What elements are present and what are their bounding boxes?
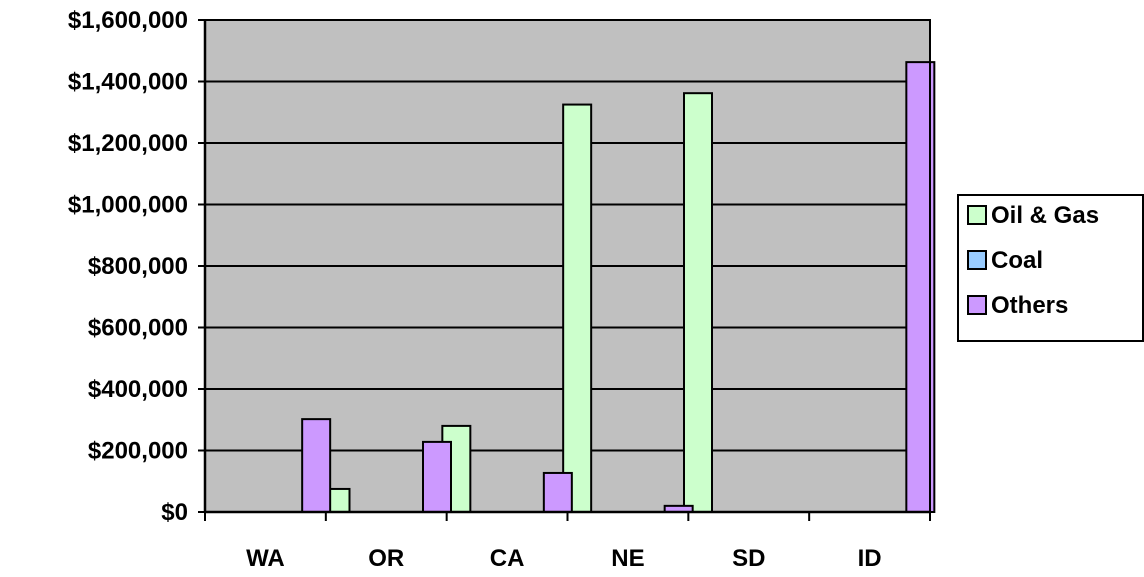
y-tick-label: $0 [161,499,188,526]
bars [301,61,936,514]
x-tick-label: NE [611,545,644,572]
legend-label: Oil & Gas [991,202,1099,229]
legend: Oil & Gas Coal Others [957,194,1144,342]
legend-swatch [967,205,987,225]
y-tick-labels: $0 $200,000 $400,000 $600,000 $800,000 $1,000… [68,7,188,526]
y-tick-label: $1,600,000 [68,7,188,34]
bar-others-wa [301,418,332,514]
bar-others-ca [542,471,573,514]
legend-label: Coal [991,247,1043,274]
x-tick-label: OR [368,545,404,572]
y-tick-label: $800,000 [88,253,188,280]
axes [198,19,931,521]
legend-swatch [967,295,987,315]
x-tick-label: WA [246,545,285,572]
x-tick-label: SD [732,545,765,572]
x-tick-label: ID [858,545,882,572]
legend-swatch [967,250,987,270]
y-tick-label: $200,000 [88,438,188,465]
legend-box [957,194,1144,342]
bar-others-or [422,440,452,514]
bar-oil-gas-sd [683,92,713,513]
bar-oil-gas-ne [562,103,593,513]
legend-label: Others [991,292,1068,319]
y-tick-label: $1,400,000 [68,69,188,96]
x-tick-labels: WA OR CA NE SD ID [246,545,882,572]
y-tick-label: $1,200,000 [68,130,188,157]
x-tick-label: CA [490,545,525,572]
y-tick-label: $1,000,000 [68,192,188,219]
y-tick-label: $600,000 [88,315,188,342]
y-tick-label: $400,000 [88,376,188,403]
